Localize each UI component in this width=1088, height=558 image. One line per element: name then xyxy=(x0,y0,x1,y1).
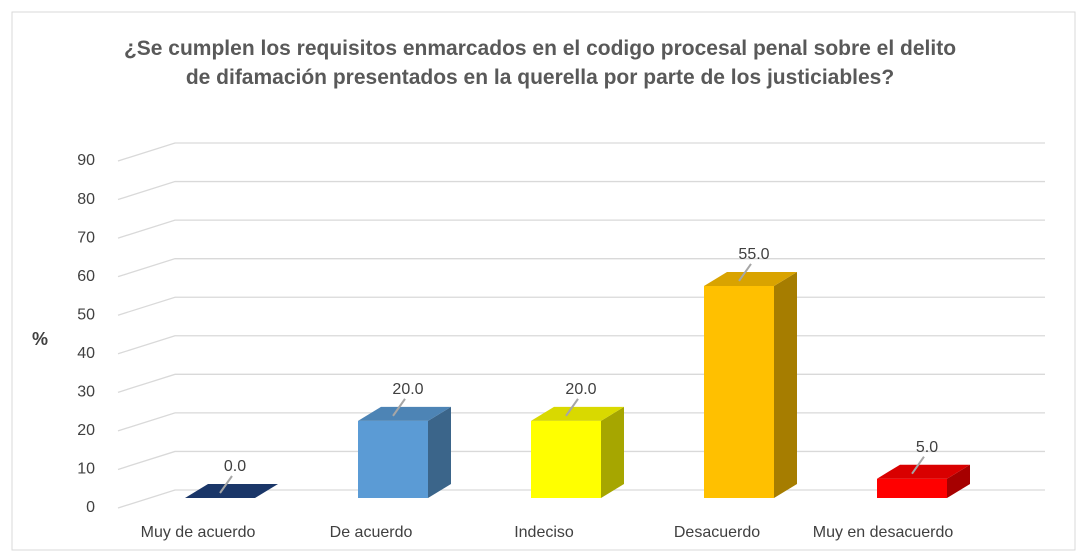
x-tick-label: Muy de acuerdo xyxy=(141,524,256,541)
bar xyxy=(704,271,797,498)
bar xyxy=(358,406,451,498)
y-tick-label: 10 xyxy=(77,461,95,478)
bar-top xyxy=(185,484,278,498)
x-tick-label: De acuerdo xyxy=(330,524,413,541)
grid-line xyxy=(117,180,1045,201)
grid-line xyxy=(117,258,1045,278)
bar-top xyxy=(877,464,970,479)
x-tick-label: Muy en desacuerdo xyxy=(813,524,954,541)
y-tick-label: 20 xyxy=(77,422,95,439)
bar-side xyxy=(428,406,451,498)
value-label: 0.0 xyxy=(224,458,246,475)
bar-side xyxy=(774,271,797,498)
value-label: 20.0 xyxy=(392,381,423,398)
value-label: 20.0 xyxy=(565,381,596,398)
y-tick-label: 60 xyxy=(77,268,95,285)
chart-border xyxy=(11,11,1076,551)
y-tick-label: 90 xyxy=(77,152,95,169)
bar xyxy=(877,464,970,498)
grid-line xyxy=(117,219,1045,239)
value-label: 5.0 xyxy=(916,439,938,456)
label-leader xyxy=(738,263,752,282)
grid-line xyxy=(117,296,1045,316)
bar-top xyxy=(531,406,624,421)
y-tick-label: 80 xyxy=(77,191,95,208)
bar-front xyxy=(531,420,601,498)
label-leader xyxy=(911,456,925,475)
x-tick-label: Indeciso xyxy=(514,524,574,541)
bar-side xyxy=(601,406,624,498)
chart-title: ¿Se cumplen los requisitos enmarcados en… xyxy=(123,37,957,89)
y-tick-label: 40 xyxy=(77,345,95,362)
y-tick-label: 0 xyxy=(86,499,95,516)
label-leader xyxy=(219,475,233,494)
bar xyxy=(531,406,624,498)
label-leader xyxy=(565,398,579,417)
grid-line xyxy=(117,142,1045,162)
bar xyxy=(185,484,278,498)
grid-line xyxy=(117,335,1045,355)
bar-front xyxy=(877,478,947,498)
label-leader xyxy=(392,398,406,417)
x-tick-label: Desacuerdo xyxy=(674,524,760,541)
bar-top xyxy=(704,271,797,286)
bar-side xyxy=(947,464,970,498)
y-tick-label: 50 xyxy=(77,306,95,323)
bar-front xyxy=(358,420,428,498)
bar-front xyxy=(704,285,774,498)
y-axis-label: % xyxy=(32,329,48,349)
y-tick-label: 30 xyxy=(77,384,95,401)
y-tick-label: 70 xyxy=(77,229,95,246)
bar-top xyxy=(358,406,451,421)
value-label: 55.0 xyxy=(738,246,769,263)
